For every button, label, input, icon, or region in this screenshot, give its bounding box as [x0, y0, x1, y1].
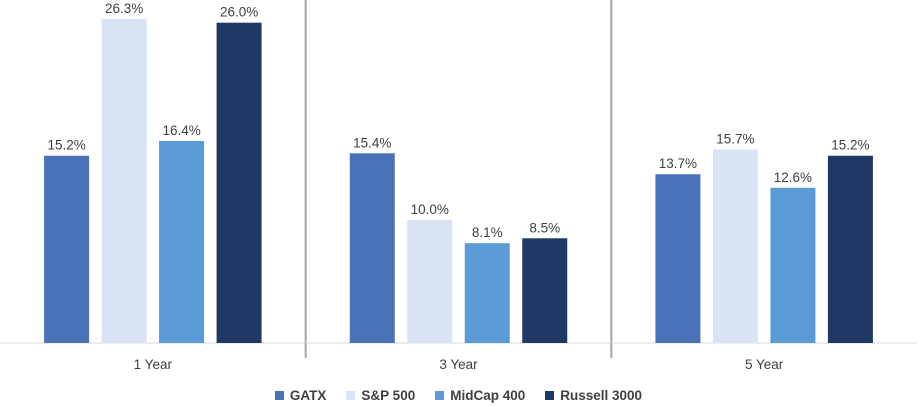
- category-label: 5 Year: [745, 357, 784, 372]
- bar: [216, 22, 262, 343]
- legend-swatch: [545, 390, 555, 400]
- data-label: 8.1%: [472, 225, 503, 240]
- bar: [101, 19, 147, 343]
- data-label: 15.2%: [831, 138, 869, 153]
- data-label: 15.7%: [716, 132, 754, 147]
- category-label: 3 Year: [439, 357, 478, 372]
- legend-label: Russell 3000: [560, 387, 643, 403]
- legend-swatch: [274, 390, 284, 400]
- data-label: 16.4%: [162, 123, 200, 138]
- chart-canvas: 15.2% 26.3% 16.4% 26.0% 1 Year 15.4% 10.0% 8.1%…: [0, 0, 917, 372]
- bar: [464, 243, 510, 343]
- legend-item: Russell 3000: [545, 388, 642, 403]
- data-label: 13.7%: [659, 156, 697, 171]
- bar: [827, 155, 873, 343]
- category-label: 1 Year: [134, 357, 173, 372]
- legend-item: GATX: [274, 387, 327, 403]
- legend-swatch: [435, 390, 445, 400]
- bar: [44, 155, 90, 343]
- legend-label: S&P 500: [361, 387, 416, 403]
- bar: [712, 149, 758, 343]
- data-label: 15.2%: [47, 138, 85, 153]
- data-label: 26.3%: [105, 1, 143, 16]
- bar: [349, 153, 395, 343]
- bar: [407, 219, 453, 343]
- data-label: 26.0%: [220, 5, 258, 20]
- data-label: 8.5%: [529, 220, 560, 235]
- legend-label: GATX: [289, 387, 327, 403]
- bar: [655, 174, 701, 343]
- legend-item: S&P 500: [346, 388, 415, 403]
- legend-swatch: [346, 390, 356, 400]
- bar: [522, 238, 568, 343]
- legend: GATX S&P 500 MidCap 400 Russell 3000: [0, 385, 917, 405]
- legend-item: MidCap 400: [435, 388, 525, 403]
- data-label: 12.6%: [774, 170, 812, 185]
- bar: [159, 140, 205, 343]
- data-label: 10.0%: [411, 202, 449, 217]
- data-label: 15.4%: [353, 135, 391, 150]
- bar: [770, 187, 816, 343]
- legend-label: MidCap 400: [450, 387, 526, 403]
